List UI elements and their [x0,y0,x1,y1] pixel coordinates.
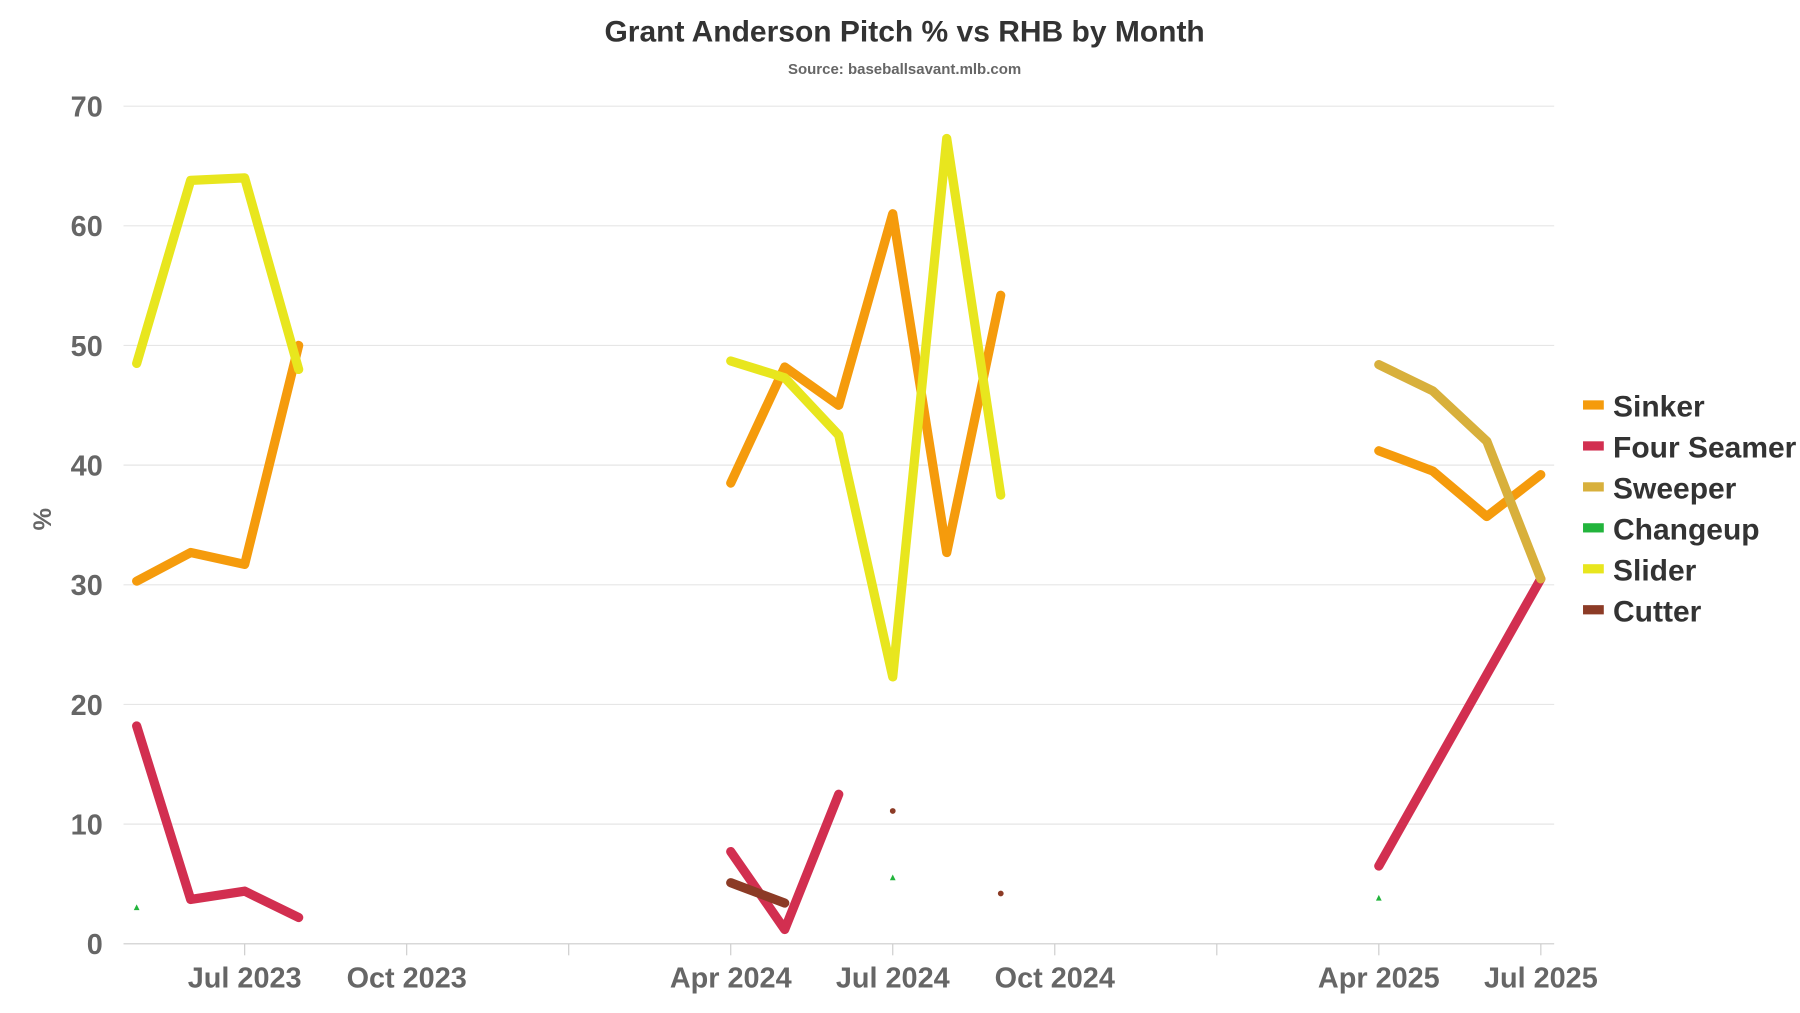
y-tick-label: 70 [71,92,103,124]
y-tick-label: 30 [71,570,103,602]
x-tick-label: Apr 2024 [670,963,792,995]
series-line-sinker [132,340,304,586]
chart-subtitle: Source: baseballsavant.mlb.com [788,61,1021,78]
series-line-four-seamer [132,721,304,923]
point-changeup [889,874,896,881]
x-tick-label: Jul 2023 [188,963,302,995]
legend-swatch-cutter [1583,605,1604,615]
legend-label-changeup: Changeup [1613,513,1760,546]
y-axis-label: % [29,508,57,531]
series-line-sinker [726,209,1006,558]
series-line-sweeper [1374,359,1546,584]
legend-label-slider: Slider [1613,554,1697,587]
point-changeup [1375,894,1382,901]
legend-label-four-seamer: Four Seamer [1613,431,1797,464]
chart-title: Grant Anderson Pitch % vs RHB by Month [604,16,1204,49]
x-tick-label: Oct 2023 [347,963,467,995]
series-line-slider [132,173,304,375]
x-tick-label: Oct 2024 [995,963,1115,995]
legend-swatch-sinker [1583,400,1604,410]
series-line-sinker [1374,446,1546,522]
y-tick-label: 0 [87,929,103,961]
y-tick-label: 60 [71,211,103,243]
legend-label-cutter: Cutter [1613,595,1702,628]
x-tick-label: Apr 2025 [1318,963,1440,995]
legend-swatch-sweeper [1583,482,1604,492]
legend-label-sweeper: Sweeper [1613,472,1737,505]
legend-swatch-four-seamer [1583,441,1604,451]
legend-swatch-slider [1583,564,1604,574]
legend-swatch-changeup [1583,523,1604,533]
legend-label-sinker: Sinker [1613,391,1705,424]
series-line-four-seamer [1374,574,1546,871]
series-line-slider [726,133,1006,682]
x-tick-label: Jul 2025 [1484,963,1598,995]
y-tick-label: 40 [71,451,103,483]
x-tick-label: Jul 2024 [836,963,950,995]
point-cutter [889,808,896,814]
y-tick-label: 10 [71,809,103,841]
y-tick-label: 20 [71,690,103,722]
point-cutter [997,890,1004,897]
series-line-cutter [726,878,790,908]
series-line-four-seamer [726,789,844,935]
y-tick-label: 50 [71,331,103,363]
point-changeup [133,904,140,911]
